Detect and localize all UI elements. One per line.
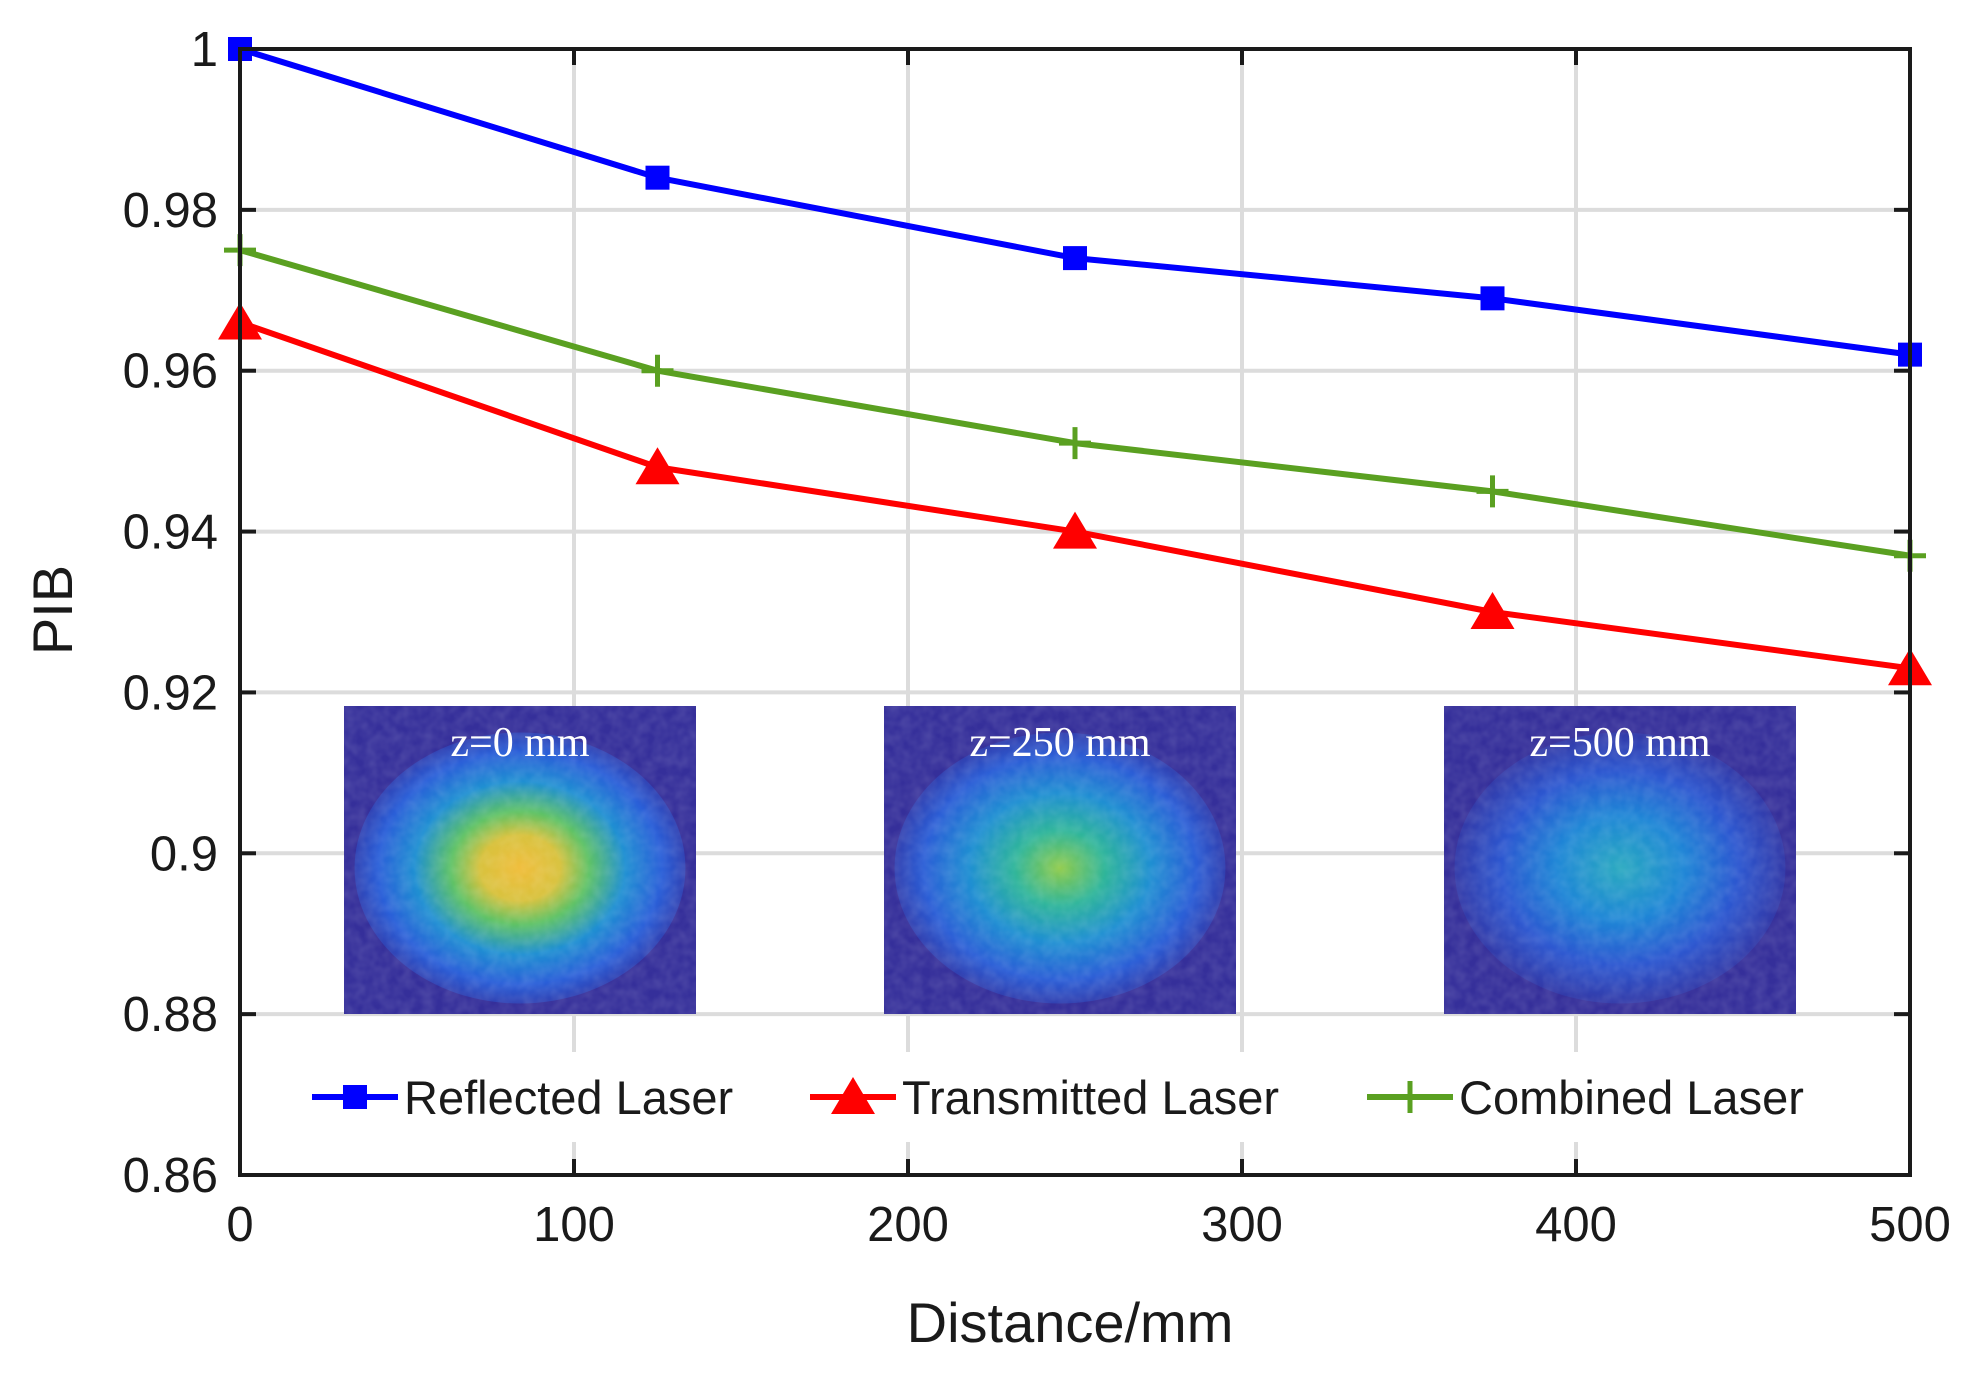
data-point-triangle bbox=[1053, 511, 1097, 549]
y-tick-label: 0.92 bbox=[123, 666, 218, 720]
y-tick-label: 0.96 bbox=[123, 345, 218, 399]
data-series bbox=[218, 37, 1932, 686]
data-point-triangle bbox=[1470, 592, 1515, 629]
legend-label: Reflected Laser bbox=[404, 1071, 733, 1124]
y-tick-label: 0.88 bbox=[123, 988, 218, 1042]
x-tick-label: 100 bbox=[533, 1198, 615, 1252]
series-transmitted-laser bbox=[218, 302, 1932, 686]
legend-entry: Combined Laser bbox=[1367, 1071, 1804, 1124]
data-point-square bbox=[1480, 286, 1505, 311]
y-tick-label: 0.9 bbox=[150, 827, 218, 881]
beam-profile-inset: z=500 mm bbox=[1444, 706, 1796, 1014]
speckle-texture bbox=[344, 706, 696, 1014]
legend-entry: Reflected Laser bbox=[312, 1071, 733, 1124]
data-point-plus bbox=[1394, 1081, 1426, 1113]
series-line bbox=[239, 247, 1911, 559]
inset-label: z=250 mm bbox=[969, 720, 1150, 766]
axes: 0 100 200 300 400 500 0.86 0.88 0.9 0.92 0.94 0.96 0… bbox=[123, 23, 1951, 1252]
data-point-square bbox=[343, 1085, 367, 1109]
x-tick-label: 300 bbox=[1201, 1198, 1283, 1252]
data-point-square bbox=[645, 165, 670, 190]
data-point-plus bbox=[641, 354, 674, 387]
y-tick-label: 1 bbox=[191, 23, 218, 77]
legend-label: Combined Laser bbox=[1459, 1071, 1804, 1124]
legend-entry: Transmitted Laser bbox=[810, 1071, 1279, 1124]
y-tick-label: 0.98 bbox=[123, 184, 218, 238]
series-line bbox=[239, 46, 1911, 358]
speckle-texture bbox=[884, 706, 1236, 1014]
x-axis-title: Distance/mm bbox=[907, 1291, 1234, 1354]
legend-label: Transmitted Laser bbox=[902, 1071, 1279, 1124]
beam-profile-inset: z=250 mm bbox=[884, 706, 1236, 1014]
x-tick-label: 0 bbox=[226, 1198, 253, 1252]
y-tick-label: 0.94 bbox=[123, 506, 218, 560]
y-axis-title: PIB bbox=[21, 565, 84, 655]
beam-profile-inset: z=0 mm bbox=[344, 706, 696, 1014]
x-tick-label: 400 bbox=[1535, 1198, 1617, 1252]
series-line bbox=[239, 319, 1911, 672]
data-point-square bbox=[1063, 246, 1087, 271]
data-point-triangle bbox=[635, 447, 680, 485]
inset-label: z=0 mm bbox=[450, 720, 589, 766]
legend-box bbox=[296, 1052, 1870, 1142]
legend: Reflected Laser Transmitted Laser Combined… bbox=[296, 1052, 1870, 1142]
data-point-plus bbox=[1059, 427, 1091, 460]
data-point-triangle bbox=[831, 1077, 875, 1114]
inset-label: z=500 mm bbox=[1529, 720, 1710, 766]
y-tick-label: 0.86 bbox=[123, 1149, 218, 1203]
x-tick-label: 200 bbox=[867, 1198, 949, 1252]
plot-frame bbox=[238, 47, 1912, 1177]
speckle-texture bbox=[1444, 706, 1796, 1014]
beam-profile-insets: z=0 mm z=250 mm z=500 mm bbox=[344, 706, 1796, 1014]
data-point-plus bbox=[1476, 475, 1509, 508]
series-reflected-laser bbox=[228, 37, 1922, 367]
x-tick-label: 500 bbox=[1869, 1198, 1951, 1252]
